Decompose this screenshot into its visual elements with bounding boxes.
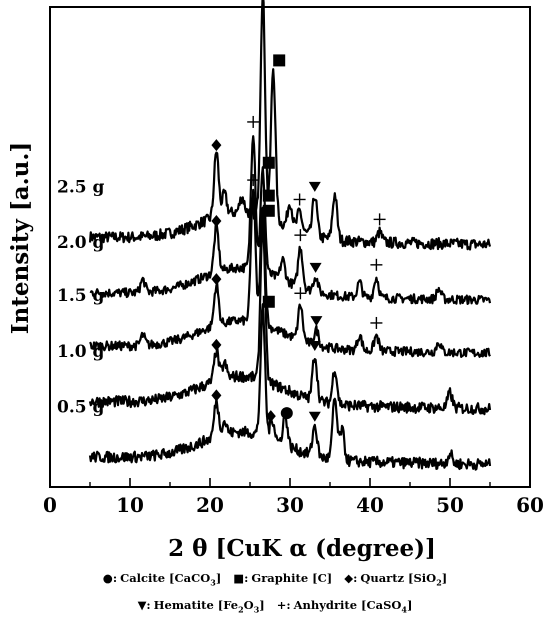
series-label: 0.5 g — [57, 397, 104, 417]
series-line — [89, 135, 492, 305]
legend-item: ●: Calcite [CaCO3] — [102, 571, 222, 588]
x-tick-label: 30 — [276, 493, 304, 517]
series-label: 1.5 g — [57, 286, 104, 306]
series-label: 1.0 g — [57, 342, 104, 362]
x-tick-label: 10 — [116, 493, 144, 517]
x-tick-label: 60 — [516, 493, 544, 517]
graphite-marker-icon — [262, 189, 275, 202]
legend-row-1: ●: Calcite [CaCO3] ■: Graphite [C] ◆: Quartz … — [0, 571, 550, 587]
series-label: 2.5 g — [57, 178, 104, 198]
x-tick-label: 0 — [43, 493, 57, 517]
legend-item: ▼: Hematite [Fe2O3] — [137, 598, 265, 615]
graphite-marker-icon — [262, 204, 275, 217]
graphite-marker-icon — [262, 156, 275, 169]
series-line — [88, 303, 492, 471]
quartz-marker-icon — [211, 389, 222, 402]
sample-labels: 2.5 g 2.0 g 1.5 g 1.0 g 0.5 g — [57, 178, 104, 418]
series-line — [88, 0, 492, 251]
series-line — [89, 188, 491, 358]
hematite-marker-icon — [309, 262, 322, 273]
quartz-marker-icon — [211, 338, 222, 351]
series-label: 2.0 g — [57, 233, 104, 253]
y-axis-label: Intensity [a.u.] — [7, 142, 34, 335]
x-tick-label: 20 — [196, 493, 224, 517]
x-tick-label: 40 — [356, 493, 384, 517]
legend-row-2: ▼: Hematite [Fe2O3] +: Anhydrite [CaSO4] — [0, 598, 550, 614]
hematite-marker-icon — [308, 411, 321, 422]
calcite-marker-icon — [280, 407, 293, 420]
legend-item: +: Anhydrite [CaSO4] — [276, 598, 413, 615]
quartz-marker-icon — [211, 215, 222, 228]
legend-item: ◆: Quartz [SiO2] — [344, 571, 448, 588]
hematite-marker-icon — [308, 181, 321, 192]
quartz-marker-icon — [211, 139, 222, 152]
plot-axes: 0 10 20 30 40 50 60 — [43, 6, 544, 517]
x-axis-label-unit: [CuK α (degree)] — [215, 535, 435, 562]
x-axis-label: 2 θ [CuK α (degree)] — [168, 535, 436, 562]
hematite-marker-icon — [310, 316, 323, 327]
x-axis-label-main: 2 θ — [168, 535, 207, 562]
legend-symbol-icon: ▼: — [137, 598, 151, 612]
quartz-marker-icon — [211, 273, 222, 286]
legend-item: ■: Graphite [C] — [233, 571, 333, 585]
xrd-traces — [88, 0, 492, 471]
x-tick-label: 50 — [436, 493, 464, 517]
legend-symbol-icon: +: — [276, 598, 291, 612]
legend-symbol-icon: ■: — [233, 571, 249, 585]
graphite-marker-icon — [273, 54, 286, 67]
graphite-marker-icon — [262, 295, 275, 308]
phase-markers — [211, 54, 386, 423]
hematite-marker-icon — [308, 341, 321, 352]
quartz-marker-icon — [265, 410, 276, 423]
legend-symbol-icon: ◆: — [344, 571, 358, 585]
legend-symbol-icon: ●: — [102, 571, 118, 585]
series-line — [88, 213, 492, 416]
